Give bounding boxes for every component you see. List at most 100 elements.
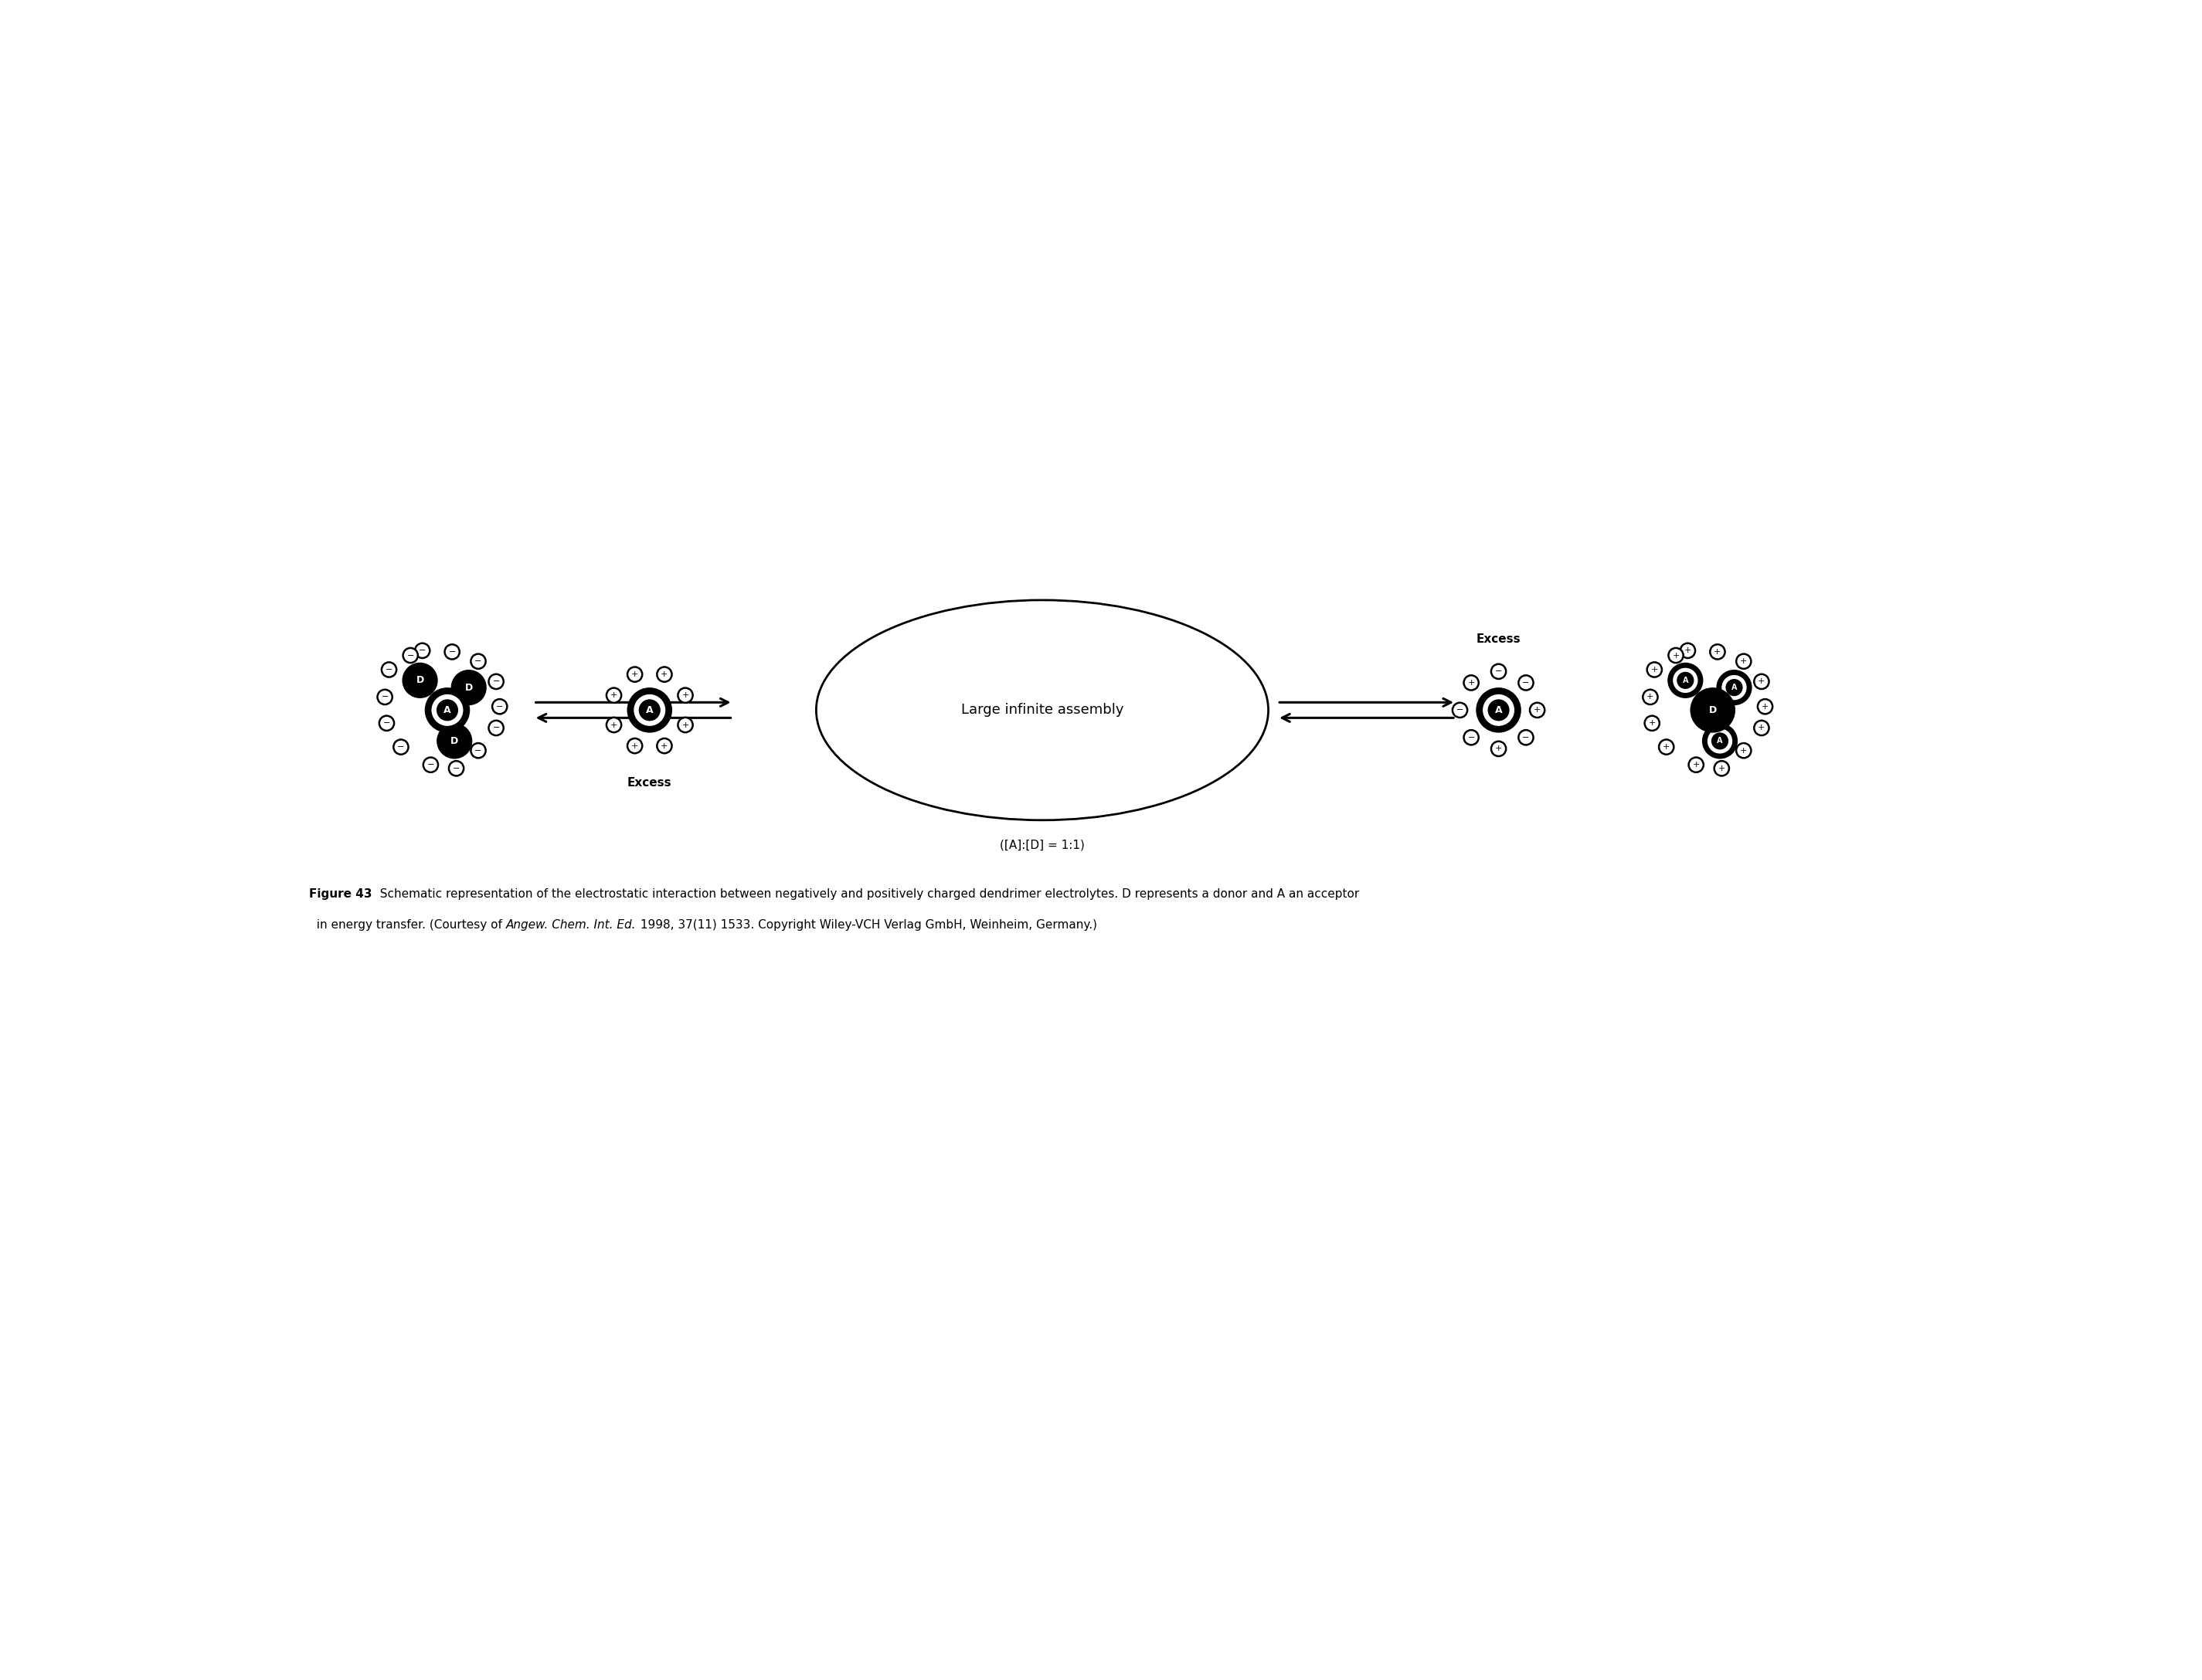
Text: +: + xyxy=(1713,648,1722,655)
Text: −: − xyxy=(383,719,390,727)
Text: Schematic representation of the electrostatic interaction between negatively and: Schematic representation of the electros… xyxy=(372,889,1359,900)
Text: A: A xyxy=(443,706,451,716)
Circle shape xyxy=(1680,643,1696,659)
Text: −: − xyxy=(1467,734,1475,741)
Text: +: + xyxy=(632,743,639,749)
Circle shape xyxy=(678,717,694,732)
Text: D: D xyxy=(465,682,473,692)
Text: +: + xyxy=(1533,706,1541,714)
Text: +: + xyxy=(1693,761,1700,769)
Circle shape xyxy=(1647,662,1663,677)
Circle shape xyxy=(423,758,438,773)
Text: +: + xyxy=(1671,652,1680,659)
Circle shape xyxy=(394,739,407,754)
Circle shape xyxy=(436,699,458,721)
Circle shape xyxy=(1519,675,1533,690)
Circle shape xyxy=(449,761,465,776)
Circle shape xyxy=(1707,729,1733,754)
Circle shape xyxy=(1711,732,1729,749)
Circle shape xyxy=(1676,672,1693,689)
Circle shape xyxy=(678,687,694,702)
Circle shape xyxy=(656,667,672,682)
Circle shape xyxy=(403,662,438,699)
Circle shape xyxy=(1667,662,1702,699)
Circle shape xyxy=(1464,731,1478,744)
Text: D: D xyxy=(416,675,425,685)
Text: −: − xyxy=(1522,679,1530,687)
Circle shape xyxy=(432,694,462,726)
Text: Angew. Chem. Int. Ed.: Angew. Chem. Int. Ed. xyxy=(506,919,636,931)
Text: Large infinite assembly: Large infinite assembly xyxy=(960,704,1123,717)
Circle shape xyxy=(628,667,643,682)
Text: −: − xyxy=(418,647,425,655)
Circle shape xyxy=(445,645,460,659)
Circle shape xyxy=(1489,699,1508,721)
Text: +: + xyxy=(1757,724,1766,732)
Text: −: − xyxy=(495,702,504,711)
Circle shape xyxy=(379,716,394,731)
Circle shape xyxy=(628,687,672,732)
Circle shape xyxy=(377,689,392,704)
Text: +: + xyxy=(610,692,617,699)
Circle shape xyxy=(1645,716,1660,731)
Circle shape xyxy=(381,662,396,677)
Text: −: − xyxy=(1522,734,1530,741)
Text: +: + xyxy=(1740,746,1748,754)
Circle shape xyxy=(1735,743,1751,758)
Circle shape xyxy=(1713,761,1729,776)
Circle shape xyxy=(1453,702,1467,717)
Text: +: + xyxy=(1647,694,1654,701)
Circle shape xyxy=(1491,664,1506,679)
Circle shape xyxy=(1715,670,1753,706)
Circle shape xyxy=(414,643,429,659)
Circle shape xyxy=(606,717,621,732)
Text: A: A xyxy=(645,706,654,716)
Circle shape xyxy=(1475,687,1522,732)
Circle shape xyxy=(606,687,621,702)
Text: −: − xyxy=(385,665,392,674)
Circle shape xyxy=(489,674,504,689)
Circle shape xyxy=(1491,741,1506,756)
Text: +: + xyxy=(661,670,667,679)
Circle shape xyxy=(1702,722,1737,759)
Text: −: − xyxy=(1456,706,1464,714)
Circle shape xyxy=(1464,675,1478,690)
Text: −: − xyxy=(454,764,460,773)
Circle shape xyxy=(628,739,643,753)
Circle shape xyxy=(1482,694,1515,726)
Circle shape xyxy=(1674,669,1698,692)
Text: −: − xyxy=(476,657,482,665)
Text: −: − xyxy=(449,648,456,655)
Text: −: − xyxy=(407,652,414,659)
Text: −: − xyxy=(1495,667,1502,675)
Text: +: + xyxy=(1757,677,1766,685)
Text: +: + xyxy=(632,670,639,679)
Circle shape xyxy=(1669,648,1682,664)
Text: in energy transfer. (Courtesy of: in energy transfer. (Courtesy of xyxy=(308,919,506,931)
Circle shape xyxy=(471,743,487,758)
Text: D: D xyxy=(451,736,458,746)
Circle shape xyxy=(1711,645,1724,659)
Text: +: + xyxy=(1762,702,1768,711)
Circle shape xyxy=(451,670,487,706)
Circle shape xyxy=(1691,687,1735,732)
Text: +: + xyxy=(1663,743,1669,751)
Text: +: + xyxy=(610,721,617,729)
Text: +: + xyxy=(1740,657,1748,665)
Circle shape xyxy=(403,648,418,664)
Circle shape xyxy=(1726,679,1742,696)
Text: A: A xyxy=(1718,738,1722,744)
Text: A: A xyxy=(1682,677,1689,684)
Circle shape xyxy=(1735,654,1751,669)
Text: +: + xyxy=(1652,665,1658,674)
Circle shape xyxy=(1519,731,1533,744)
Circle shape xyxy=(639,699,661,721)
Text: Excess: Excess xyxy=(1475,633,1522,645)
Circle shape xyxy=(1643,689,1658,704)
Text: +: + xyxy=(1718,764,1726,773)
Circle shape xyxy=(656,739,672,753)
Circle shape xyxy=(493,699,506,714)
Text: 1998, 37(11) 1533. Copyright Wiley-VCH Verlag GmbH, Weinheim, Germany.): 1998, 37(11) 1533. Copyright Wiley-VCH V… xyxy=(636,919,1097,931)
Text: −: − xyxy=(381,694,388,701)
Text: +: + xyxy=(1495,744,1502,753)
